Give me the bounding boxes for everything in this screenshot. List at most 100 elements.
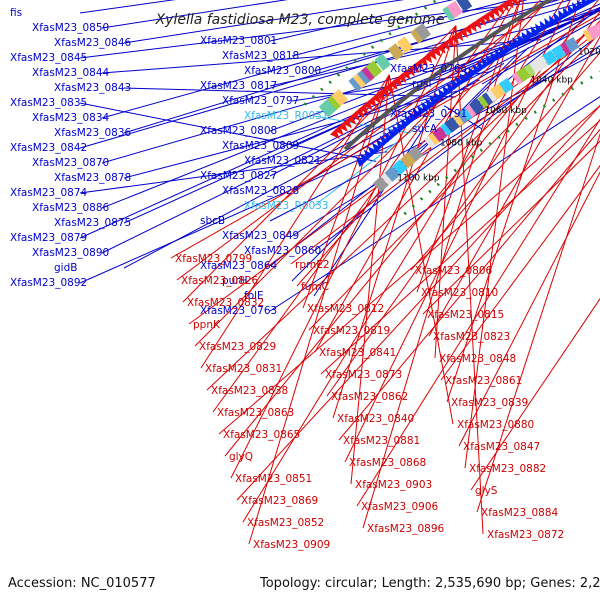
gene-label-reverse[interactable]: XfasM23_0882: [469, 463, 546, 475]
forward-gene-arrow: [442, 85, 452, 97]
gene-label-forward[interactable]: purH: [222, 275, 248, 287]
forward-gene-arrow: [553, 12, 562, 24]
gene-label-reverse[interactable]: XfasM23_0865: [223, 429, 300, 441]
gene-label-forward[interactable]: XfasM23_0846: [54, 37, 132, 49]
gene-label-reverse[interactable]: XfasM23_0884: [481, 507, 559, 519]
gene-label-reverse[interactable]: glyS: [475, 485, 498, 497]
gene-label-reverse[interactable]: XfasM23_0906: [361, 501, 439, 513]
gene-label-reverse[interactable]: XfasM23_0863: [217, 407, 294, 419]
gene-label-forward[interactable]: XfasM23_0860: [244, 245, 321, 257]
feature-block: [551, 44, 566, 61]
gene-label-reverse[interactable]: XfasM23_0826: [181, 275, 259, 287]
gene-label-forward[interactable]: XfasM23_0849: [222, 230, 299, 242]
gene-label-reverse[interactable]: XfasM23_0812: [307, 303, 384, 315]
gene-label-reverse[interactable]: XfasM23_0841: [319, 347, 396, 359]
gene-label-forward[interactable]: gidB: [54, 262, 77, 274]
gene-label-reverse[interactable]: XfasM23_0840: [337, 413, 414, 425]
gene-label-forward[interactable]: XfasM23_0870: [32, 157, 109, 169]
gene-label-forward[interactable]: XfasM23_0864: [200, 260, 278, 272]
leader-line: [123, 87, 456, 98]
gene-label-forward[interactable]: XfasM23_0808: [200, 125, 277, 137]
forward-gene-arrow: [383, 132, 394, 143]
gene-label-forward[interactable]: XfasM23_0791: [390, 108, 467, 120]
gene-label-forward[interactable]: XfasM23_0878: [54, 172, 131, 184]
gene-label-reverse[interactable]: XfasM23_0868: [349, 457, 426, 469]
gene-label-forward[interactable]: XfasM23_0879: [10, 232, 87, 244]
gene-label-forward[interactable]: sbcB: [200, 215, 225, 227]
gene-label-forward[interactable]: XfasM23_0828: [222, 185, 299, 197]
gene-label-reverse[interactable]: XfasM23_0873: [325, 369, 402, 381]
gene-label-forward[interactable]: XfasM23_0765: [390, 63, 467, 75]
gene-label-reverse[interactable]: XfasM23_0862: [331, 391, 408, 403]
gene-label-forward[interactable]: XfasM23_0809: [222, 140, 299, 152]
gene-label-reverse[interactable]: XfasM23_0799: [175, 253, 252, 265]
feature-block: [432, 126, 448, 143]
gene-label-forward[interactable]: XfasM23_0801: [200, 35, 277, 47]
gene-label-forward[interactable]: XfasM23_0842: [10, 142, 87, 154]
reverse-gene-arrow: [342, 118, 352, 129]
gene-label-forward[interactable]: XfasM23_R0033: [244, 200, 328, 212]
gene-label-forward[interactable]: XfasM23_0875: [54, 217, 131, 229]
forward-gene-arrow: [558, 9, 567, 21]
gene-label-forward[interactable]: folE: [244, 290, 264, 302]
gene-label-reverse[interactable]: XfasM23_0872: [487, 529, 564, 541]
gene-label-forward[interactable]: XfasM23_0827: [200, 170, 277, 182]
gene-label-forward[interactable]: XfasM23_R0031: [244, 110, 328, 122]
forward-gene-arrow: [446, 82, 456, 94]
gene-label-forward[interactable]: XfasM23_0821: [244, 155, 321, 167]
gene-label-forward[interactable]: fis: [10, 7, 22, 19]
gene-label-reverse[interactable]: XfasM23_0909: [253, 539, 330, 551]
forward-gene-arrow: [375, 139, 386, 150]
gene-label-forward[interactable]: XfasM23_0890: [32, 247, 109, 259]
forward-gene-arrow: [400, 118, 410, 129]
gene-label-reverse[interactable]: XfasM23_0881: [343, 435, 420, 447]
gene-label-reverse[interactable]: XfasM23_0880: [457, 419, 534, 431]
gene-label-forward[interactable]: XfasM23_0892: [10, 277, 87, 289]
forward-gene-arrow: [507, 40, 517, 51]
reverse-gene-arrow: [363, 100, 373, 111]
gene-label-reverse[interactable]: XfasM23_0823: [433, 331, 510, 343]
gene-label-reverse[interactable]: XfasM23_0896: [367, 523, 445, 535]
gene-label-forward[interactable]: XfasM23_0843: [54, 82, 131, 94]
gene-label-reverse[interactable]: XfasM23_0819: [313, 325, 390, 337]
gene-label-forward[interactable]: rpsI: [412, 78, 432, 90]
forward-gene-arrow: [437, 89, 448, 100]
forward-gene-arrow: [586, 0, 595, 6]
gene-label-forward[interactable]: XfasM23_0817: [200, 80, 277, 92]
gene-label-forward[interactable]: XfasM23_0836: [54, 127, 132, 139]
gene-label-reverse[interactable]: XfasM23_0832: [187, 297, 264, 309]
gene-label-reverse[interactable]: XfasM23_0829: [199, 341, 276, 353]
gene-label-forward[interactable]: XfasM23_0850: [32, 22, 109, 34]
gene-label-reverse[interactable]: XfasM23_0810: [421, 287, 498, 299]
gene-label-reverse[interactable]: rpmE2: [295, 259, 330, 271]
gene-label-reverse[interactable]: XfasM23_0839: [451, 397, 528, 409]
gene-label-reverse[interactable]: XfasM23_0847: [463, 441, 540, 453]
gene-label-forward[interactable]: XfasM23_0763: [200, 305, 277, 317]
gene-label-forward[interactable]: XfasM23_0800: [244, 65, 321, 77]
gene-label-reverse[interactable]: XfasM23_0831: [205, 363, 282, 375]
gene-label-reverse[interactable]: glyQ: [229, 451, 253, 463]
gene-label-forward[interactable]: XfasM23_0835: [10, 97, 87, 109]
gene-label-reverse[interactable]: XfasM23_0815: [427, 309, 504, 321]
gene-label-reverse[interactable]: XfasM23_0838: [211, 385, 288, 397]
gene-label-reverse[interactable]: XfasM23_0903: [355, 479, 432, 491]
gene-label-forward[interactable]: XfasM23_0874: [10, 187, 88, 199]
gene-label-forward[interactable]: XfasM23_0844: [32, 67, 110, 79]
forward-gene-arrow: [499, 46, 508, 57]
gene-label-reverse[interactable]: XfasM23_0861: [445, 375, 522, 387]
gene-label-reverse[interactable]: fumC: [301, 281, 329, 293]
forward-gene-arrow: [567, 4, 576, 16]
gene-label-forward[interactable]: sucA: [412, 123, 438, 135]
gene-label-reverse[interactable]: XfasM23_0851: [235, 473, 312, 485]
gene-label-forward[interactable]: XfasM23_0845: [10, 52, 87, 64]
gene-label-reverse[interactable]: XfasM23_0852: [247, 517, 324, 529]
leader-line: [206, 20, 600, 391]
gene-label-reverse[interactable]: XfasM23_0848: [439, 353, 516, 365]
gene-label-forward[interactable]: XfasM23_0834: [32, 112, 110, 124]
gene-label-reverse[interactable]: XfasM23_0806: [415, 265, 493, 277]
gene-label-forward[interactable]: XfasM23_0797: [222, 95, 299, 107]
gene-label-forward[interactable]: XfasM23_0818: [222, 50, 299, 62]
gene-label-forward[interactable]: XfasM23_0886: [32, 202, 110, 214]
gene-label-reverse[interactable]: ppnK: [193, 319, 221, 331]
gene-label-reverse[interactable]: XfasM23_0869: [241, 495, 318, 507]
